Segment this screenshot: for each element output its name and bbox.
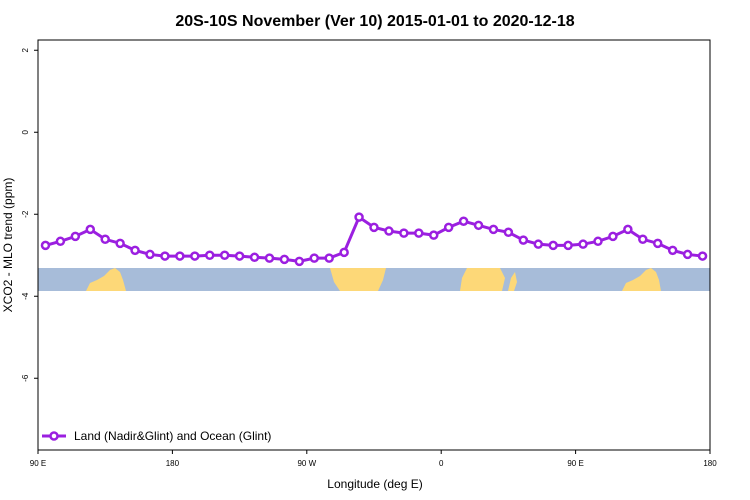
legend-label: Land (Nadir&Glint) and Ocean (Glint) bbox=[74, 429, 271, 443]
data-point bbox=[204, 250, 215, 260]
data-point bbox=[458, 216, 469, 226]
data-point bbox=[115, 238, 125, 249]
data-point bbox=[399, 228, 409, 238]
data-point bbox=[219, 250, 230, 260]
data-point bbox=[369, 222, 379, 233]
data-point bbox=[324, 253, 334, 263]
data-point bbox=[533, 239, 544, 249]
data-point bbox=[85, 224, 96, 235]
data-point bbox=[354, 212, 364, 222]
data-point bbox=[667, 245, 678, 256]
data-point bbox=[145, 249, 155, 260]
data-point bbox=[309, 253, 320, 263]
data-point bbox=[623, 224, 633, 235]
data-point bbox=[593, 236, 603, 247]
data-point bbox=[249, 252, 260, 263]
data-point bbox=[697, 251, 708, 261]
x-tick-label: 90 E bbox=[567, 459, 583, 468]
x-tick-label: 180 bbox=[166, 459, 180, 468]
data-point bbox=[414, 228, 424, 238]
y-axis-label: XCO2 - MLO trend (ppm) bbox=[1, 178, 15, 313]
data-point bbox=[652, 238, 663, 249]
data-point bbox=[264, 253, 275, 263]
data-point bbox=[40, 240, 51, 251]
data-point bbox=[638, 234, 648, 245]
y-tick-label: -2 bbox=[21, 210, 30, 218]
data-point bbox=[518, 235, 529, 245]
data-point bbox=[234, 251, 245, 261]
data-point bbox=[279, 254, 290, 265]
y-tick-label: 0 bbox=[21, 129, 30, 134]
data-point bbox=[428, 230, 439, 240]
data-point bbox=[443, 222, 454, 233]
legend-marker bbox=[49, 431, 59, 441]
chart-title: 20S-10S November (Ver 10) 2015-01-01 to … bbox=[175, 13, 574, 30]
data-point bbox=[488, 224, 499, 235]
data-point bbox=[339, 247, 349, 258]
land-ocean-band bbox=[38, 268, 710, 291]
data-point bbox=[503, 227, 514, 238]
data-point bbox=[160, 251, 170, 261]
data-point bbox=[294, 256, 305, 267]
data-point bbox=[608, 231, 618, 242]
x-tick-label: 180 bbox=[703, 459, 717, 468]
plot-frame bbox=[37, 39, 711, 451]
x-tick-label: 90 W bbox=[297, 459, 316, 468]
y-tick-label: 2 bbox=[21, 47, 30, 52]
data-point bbox=[175, 251, 185, 261]
data-point bbox=[384, 226, 394, 236]
x-tick-label: 0 bbox=[439, 459, 444, 468]
y-tick-label: -4 bbox=[21, 292, 30, 300]
data-point bbox=[578, 239, 588, 249]
data-point bbox=[473, 220, 484, 231]
x-axis-label: Longitude (deg E) bbox=[327, 477, 422, 491]
data-point bbox=[190, 251, 200, 261]
y-tick-label: -6 bbox=[21, 374, 30, 382]
data-point bbox=[548, 240, 558, 251]
data-point bbox=[563, 240, 573, 251]
data-point bbox=[55, 236, 66, 247]
data-point bbox=[100, 234, 110, 245]
x-tick-label: 90 E bbox=[30, 459, 46, 468]
data-point bbox=[130, 245, 140, 256]
data-point bbox=[70, 231, 81, 242]
data-point bbox=[682, 249, 693, 260]
